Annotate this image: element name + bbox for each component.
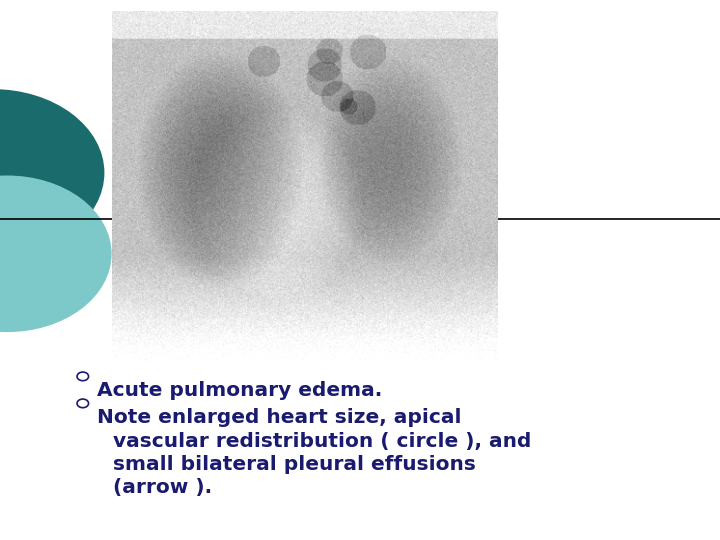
Circle shape [0, 89, 104, 256]
Text: (arrow ).: (arrow ). [113, 478, 212, 497]
Circle shape [0, 176, 112, 332]
Text: Note enlarged heart size, apical: Note enlarged heart size, apical [97, 408, 462, 427]
Text: Acute pulmonary edema.: Acute pulmonary edema. [97, 381, 382, 400]
Text: small bilateral pleural effusions: small bilateral pleural effusions [113, 455, 476, 474]
Text: vascular redistribution ( circle ), and: vascular redistribution ( circle ), and [113, 432, 531, 451]
